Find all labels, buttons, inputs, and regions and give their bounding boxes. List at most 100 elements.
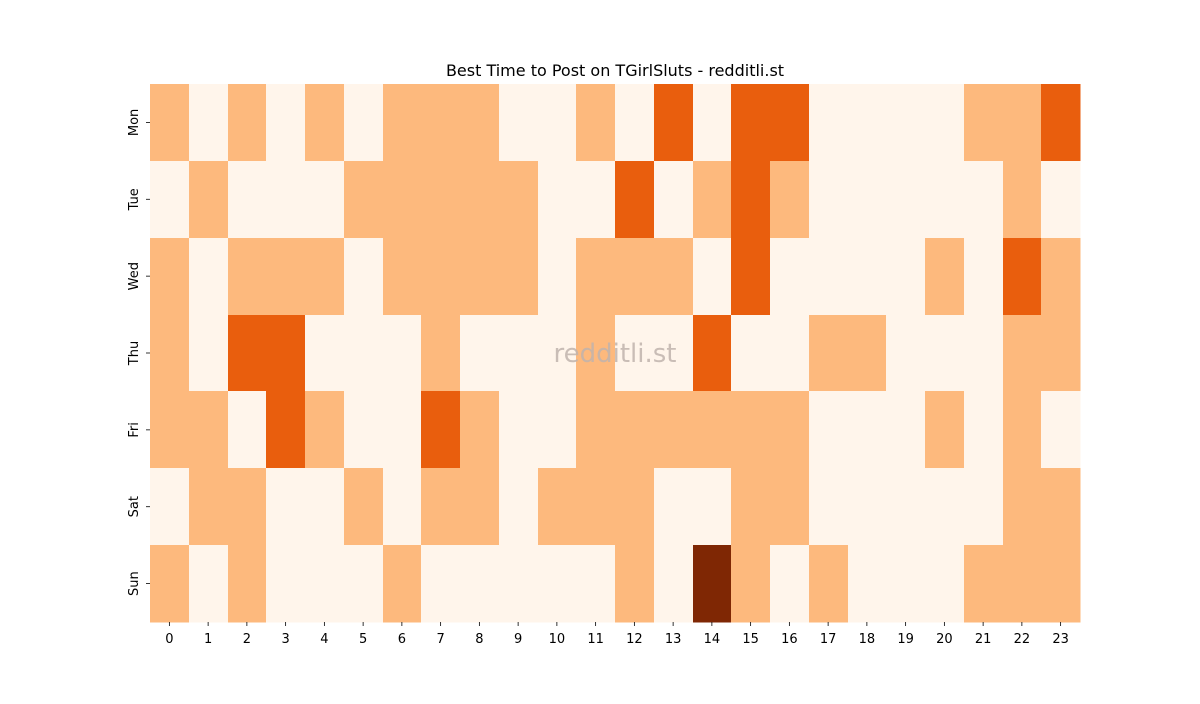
heatmap-cell-mon-19: [886, 84, 926, 162]
heatmap-cell-mon-8: [460, 84, 500, 162]
heatmap-cell-tue-7: [421, 161, 461, 239]
heatmap-cell-thu-16: [770, 315, 810, 392]
heatmap-cell-sun-8: [460, 545, 500, 623]
heatmap-cell-fri-22: [1003, 391, 1042, 469]
heatmap-cell-mon-7: [421, 84, 461, 162]
heatmap-cell-wed-2: [228, 238, 267, 316]
heatmap-cell-mon-14: [693, 84, 732, 162]
heatmap-cell-fri-8: [460, 391, 500, 469]
heatmap-cell-sat-8: [460, 468, 500, 546]
heatmap-cell-fri-17: [809, 391, 849, 469]
heatmap-cell-tue-16: [770, 161, 810, 239]
heatmap-cell-sun-12: [615, 545, 655, 623]
x-tick-label: 22: [1014, 632, 1031, 647]
heatmap-cell-sat-5: [344, 468, 384, 546]
heatmap-cell-fri-23: [1041, 391, 1081, 469]
heatmap-cell-tue-9: [499, 161, 539, 239]
heatmap-cell-sat-23: [1041, 468, 1081, 546]
heatmap-cell-sun-4: [305, 545, 345, 623]
heatmap-cell-mon-5: [344, 84, 384, 162]
x-tick-label: 9: [514, 632, 522, 647]
heatmap-cell-fri-14: [693, 391, 732, 469]
x-tick-label: 11: [587, 632, 604, 647]
x-tick-label: 21: [975, 632, 992, 647]
heatmap-cell-wed-9: [499, 238, 539, 316]
heatmap-cell-tue-4: [305, 161, 345, 239]
heatmap-cell-wed-11: [576, 238, 616, 316]
heatmap-cell-fri-4: [305, 391, 345, 469]
heatmap-cell-sun-16: [770, 545, 810, 623]
heatmap-cell-tue-15: [731, 161, 771, 239]
heatmap-cell-wed-22: [1003, 238, 1042, 316]
heatmap-cell-thu-14: [693, 315, 732, 392]
heatmap-cell-fri-13: [654, 391, 694, 469]
heatmap-cell-thu-15: [731, 315, 771, 392]
heatmap-cell-fri-10: [538, 391, 577, 469]
heatmap-cell-tue-5: [344, 161, 384, 239]
heatmap-cell-tue-20: [925, 161, 965, 239]
heatmap-cell-wed-17: [809, 238, 849, 316]
heatmap-cell-tue-23: [1041, 161, 1081, 239]
heatmap-cell-wed-16: [770, 238, 810, 316]
heatmap-cell-sun-15: [731, 545, 771, 623]
x-tick-label: 0: [165, 632, 173, 647]
heatmap-cell-mon-9: [499, 84, 539, 162]
heatmap-cell-tue-22: [1003, 161, 1042, 239]
heatmap-cell-thu-9: [499, 315, 539, 392]
heatmap-cell-thu-11: [576, 315, 616, 392]
heatmap-cell-thu-17: [809, 315, 849, 392]
heatmap-cell-thu-5: [344, 315, 384, 392]
heatmap-cell-fri-9: [499, 391, 539, 469]
heatmap-cell-thu-13: [654, 315, 694, 392]
x-tick-label: 5: [359, 632, 367, 647]
heatmap-cell-wed-19: [886, 238, 926, 316]
heatmap-cell-thu-10: [538, 315, 577, 392]
heatmap-cell-mon-21: [964, 84, 1004, 162]
heatmap-cell-sat-1: [189, 468, 229, 546]
heatmap-cell-fri-6: [383, 391, 422, 469]
x-tick-label: 6: [398, 632, 406, 647]
heatmap-cell-sat-7: [421, 468, 461, 546]
heatmap-cell-tue-6: [383, 161, 422, 239]
heatmap-cell-fri-15: [731, 391, 771, 469]
x-tick-label: 13: [665, 632, 682, 647]
heatmap-cell-mon-3: [266, 84, 306, 162]
heatmap-cell-wed-5: [344, 238, 384, 316]
heatmap-cell-fri-12: [615, 391, 655, 469]
heatmap-cell-sat-20: [925, 468, 965, 546]
heatmap-cell-fri-18: [848, 391, 887, 469]
heatmap-cell-sat-9: [499, 468, 539, 546]
heatmap-cell-thu-12: [615, 315, 655, 392]
x-tick-label: 7: [436, 632, 444, 647]
x-tick-label: 23: [1052, 632, 1069, 647]
heatmap-cell-sun-19: [886, 545, 926, 623]
x-tick-label: 19: [897, 632, 914, 647]
heatmap-cell-sat-17: [809, 468, 849, 546]
heatmap-cell-fri-1: [189, 391, 229, 469]
heatmap-cell-sat-11: [576, 468, 616, 546]
heatmap-cell-fri-5: [344, 391, 384, 469]
heatmap-cell-thu-21: [964, 315, 1004, 392]
heatmap-cell-sun-2: [228, 545, 267, 623]
y-tick-label: Sat: [127, 496, 142, 517]
heatmap-cell-fri-2: [228, 391, 267, 469]
heatmap-cell-sat-3: [266, 468, 306, 546]
heatmap-cell-wed-6: [383, 238, 422, 316]
heatmap-cell-fri-0: [150, 391, 190, 469]
heatmap-cell-mon-1: [189, 84, 229, 162]
heatmap-cell-mon-15: [731, 84, 771, 162]
heatmap-cell-sat-10: [538, 468, 577, 546]
y-tick-label: Wed: [127, 262, 142, 290]
heatmap-cell-sun-5: [344, 545, 384, 623]
heatmap-cell-wed-23: [1041, 238, 1081, 316]
y-tick-label: Mon: [127, 109, 142, 136]
heatmap-cell-mon-0: [150, 84, 190, 162]
heatmap-cell-sun-18: [848, 545, 887, 623]
heatmap-cell-thu-3: [266, 315, 306, 392]
heatmap-cell-wed-18: [848, 238, 887, 316]
heatmap-cell-sat-15: [731, 468, 771, 546]
heatmap-cell-sat-13: [654, 468, 694, 546]
heatmap-cell-sun-13: [654, 545, 694, 623]
heatmap-cell-wed-3: [266, 238, 306, 316]
heatmap-cell-sun-3: [266, 545, 306, 623]
